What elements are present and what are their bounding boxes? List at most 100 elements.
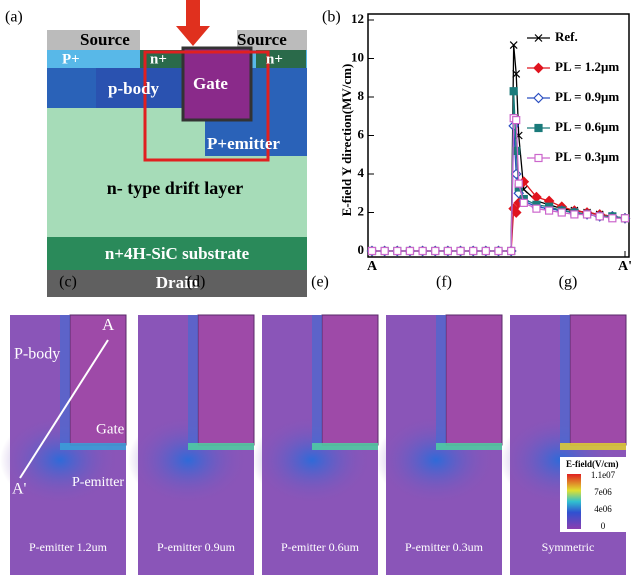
panel-caption: P-emitter 0.3um: [405, 540, 484, 554]
line: [372, 91, 626, 252]
legend-label: PL = 0.6μm: [555, 119, 619, 134]
marker: [512, 115, 521, 125]
marker: [620, 214, 630, 223]
y-tick-label: 10: [351, 49, 364, 64]
marker: [532, 204, 541, 213]
hot-spot: [560, 443, 626, 450]
legend-label: PL = 1.2μm: [555, 59, 619, 74]
marker: [443, 246, 452, 256]
x-tick-label: A: [367, 259, 378, 274]
panel-label: (e): [311, 274, 329, 291]
label: n- type drift layer: [107, 178, 243, 198]
gate-region: [197, 314, 255, 446]
y-tick-label: 8: [358, 88, 365, 103]
label: n+: [266, 51, 283, 67]
label: Gate: [193, 74, 228, 93]
colorbar-label: 0: [601, 521, 606, 531]
marker: [533, 62, 544, 74]
colorbar-label: 7e06: [594, 487, 612, 497]
label: Source: [80, 30, 130, 49]
plot-frame: [367, 13, 630, 258]
hot-spot: [312, 443, 378, 450]
marker: [512, 69, 521, 78]
label: A': [12, 481, 27, 498]
marker: [509, 41, 518, 49]
marker: [367, 246, 377, 256]
line: [372, 125, 626, 252]
panel-caption: Symmetric: [542, 540, 595, 554]
label: P+emitter: [207, 134, 280, 153]
x-tick-label: A': [618, 259, 632, 274]
device-cross-section: [47, 0, 307, 297]
trench-edge: [60, 315, 70, 450]
marker: [418, 246, 427, 256]
colorbar-label: 4e06: [594, 504, 612, 514]
label: P-body: [14, 346, 60, 363]
hot-spot: [188, 443, 254, 450]
marker: [514, 179, 523, 188]
y-tick-label: 2: [358, 203, 365, 218]
label: A: [102, 315, 115, 334]
gate-region: [569, 314, 627, 446]
panel-c-annotations: P-body A Gate P-emitter A': [12, 315, 125, 498]
colorbar-label: 1.1e07: [591, 470, 616, 480]
marker: [582, 210, 592, 219]
marker: [608, 214, 617, 223]
panel-label: (d): [187, 274, 206, 291]
panel-label: (f): [436, 274, 452, 291]
marker: [512, 146, 521, 155]
marker: [595, 212, 604, 221]
marker: [534, 153, 543, 163]
trench-edge: [560, 315, 570, 450]
hot-spot: [436, 443, 502, 450]
panel-label: (g): [559, 274, 578, 291]
legend-label: PL = 0.9μm: [555, 89, 619, 104]
marker: [519, 198, 528, 207]
field-map: [128, 314, 255, 575]
label: n+: [150, 51, 167, 67]
simulation-panels: (c) P-emitter 1.2um (d) P-emitter 0.9um (e) P…: [0, 274, 630, 575]
colorbar: [567, 474, 581, 529]
field-map: [500, 314, 627, 575]
panel-label: (b): [322, 9, 341, 26]
legend: Ref. PL = 1.2μm PL = 0.9μm PL = 0.6μm PL = 0…: [527, 29, 619, 164]
marker: [456, 246, 465, 256]
field-map: [0, 314, 127, 575]
trench-edge: [188, 315, 198, 450]
y-tick-label: 6: [358, 126, 365, 141]
hot-spot: [60, 443, 126, 450]
marker: [570, 210, 579, 219]
legend-label: Ref.: [555, 29, 578, 44]
marker: [393, 246, 402, 256]
line: [372, 116, 625, 252]
marker: [507, 246, 516, 256]
marker: [469, 246, 478, 256]
panel-label: (a): [5, 9, 23, 26]
marker: [509, 87, 518, 96]
label: n+4H-SiC substrate: [105, 244, 250, 263]
marker: [534, 123, 543, 133]
marker: [494, 246, 503, 256]
field-map: [252, 314, 379, 575]
label: Gate: [96, 421, 125, 437]
label: P-emitter: [72, 475, 124, 490]
label: Drain: [156, 273, 199, 292]
marker: [380, 246, 389, 256]
panel-label: (c): [59, 274, 77, 291]
y-tick-label: 4: [358, 165, 365, 180]
colorbar-title: E-field(V/cm): [566, 459, 618, 469]
marker: [544, 206, 554, 215]
legend-label: PL = 0.3μm: [555, 149, 619, 164]
chart: 0 2 4 6 8 10 12 A A': [351, 11, 632, 274]
marker: [481, 246, 490, 256]
trench-edge: [312, 315, 322, 450]
marker: [510, 207, 522, 218]
marker: [533, 92, 544, 104]
label: p-body: [108, 79, 160, 98]
marker: [405, 246, 415, 256]
gate-region: [445, 314, 503, 446]
panel-caption: P-emitter 0.9um: [157, 540, 236, 554]
marker: [557, 208, 566, 217]
y-tick-label: 0: [358, 242, 365, 257]
